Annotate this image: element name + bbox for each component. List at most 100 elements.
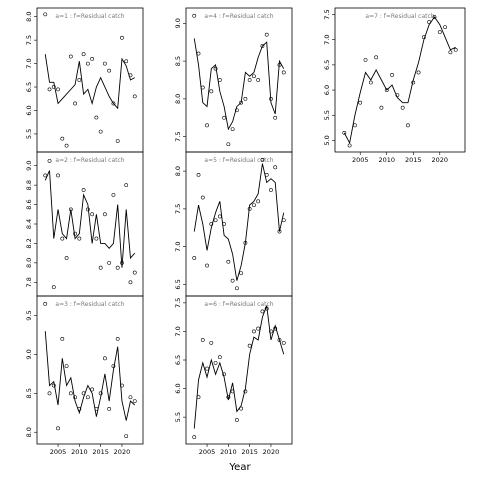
y-tick-label: 8.2 bbox=[25, 238, 33, 248]
observed-point bbox=[77, 406, 82, 411]
panel-title: a=7 : f=Residual catch bbox=[365, 13, 434, 20]
observed-point bbox=[247, 343, 252, 348]
y-tick-label: 7.8 bbox=[25, 277, 33, 287]
y-tick-label: 7.5 bbox=[174, 298, 182, 308]
observed-point bbox=[60, 136, 65, 141]
observed-point bbox=[60, 336, 65, 341]
x-tick-label: 2010 bbox=[220, 448, 237, 456]
observed-point bbox=[411, 80, 416, 85]
observed-point bbox=[73, 231, 77, 236]
observed-point bbox=[264, 172, 269, 177]
panel-frame bbox=[36, 7, 144, 153]
observed-point bbox=[421, 35, 426, 40]
observed-point bbox=[94, 406, 99, 411]
x-tick-label: 2015 bbox=[241, 448, 258, 456]
observed-point bbox=[51, 383, 56, 388]
observed-point bbox=[374, 55, 379, 60]
observed-point bbox=[342, 130, 347, 135]
panel-a6: a=6 : f=Residual catch 5.5 6.0 6.5 7.0 7.5 200… bbox=[174, 295, 293, 456]
observed-point bbox=[247, 78, 252, 82]
observed-point bbox=[115, 265, 120, 270]
panel-a7: a=7 : f=Residual catch 5.0 5.5 6.0 6.5 7.0 7.5… bbox=[323, 7, 466, 164]
y-tick-label: 6.0 bbox=[174, 383, 182, 393]
observed-point bbox=[68, 391, 73, 396]
observed-point bbox=[269, 96, 273, 101]
panel-a2: a=2 : f=Residual catch 7.8 8.0 8.2 8.4 8.6 8.8… bbox=[25, 151, 144, 297]
observed-point bbox=[281, 218, 286, 223]
observed-point bbox=[192, 256, 197, 260]
y-tick-label: 6.5 bbox=[25, 82, 33, 92]
y-tick-label: 8.0 bbox=[25, 12, 33, 22]
observed-point bbox=[103, 212, 107, 217]
observed-point bbox=[234, 108, 239, 113]
fitted-series-line bbox=[44, 170, 136, 268]
observed-point bbox=[209, 89, 214, 94]
observed-point bbox=[120, 260, 124, 265]
observed-point bbox=[98, 129, 103, 134]
y-tick-label: 6.5 bbox=[174, 279, 182, 289]
observed-point bbox=[230, 389, 235, 394]
observed-point bbox=[205, 366, 209, 371]
observed-point bbox=[81, 391, 86, 396]
observed-point bbox=[196, 172, 201, 177]
fitted-series-line bbox=[44, 331, 136, 421]
y-tick-label: 5.0 bbox=[323, 135, 331, 145]
x-tick-label: 2005 bbox=[50, 448, 67, 456]
observed-point bbox=[107, 68, 112, 73]
y-tick-label: 8.0 bbox=[25, 258, 33, 268]
observed-point bbox=[64, 364, 69, 369]
observed-point bbox=[192, 435, 197, 440]
x-tick-label: 2010 bbox=[378, 156, 395, 164]
panel-a5: a=5 : f=Residual catch 6.5 7.0 7.5 8.0 bbox=[174, 151, 293, 297]
observed-point bbox=[90, 387, 95, 392]
observed-point bbox=[264, 32, 269, 37]
observed-point bbox=[347, 143, 352, 148]
observed-point bbox=[416, 70, 421, 75]
observed-point bbox=[222, 372, 226, 377]
observed-point bbox=[443, 25, 447, 30]
observed-point bbox=[107, 260, 112, 265]
observed-point bbox=[226, 395, 231, 400]
observed-point bbox=[213, 360, 218, 365]
observed-point bbox=[200, 195, 205, 200]
observed-point bbox=[81, 52, 86, 57]
observed-point bbox=[81, 188, 86, 192]
observed-point bbox=[64, 143, 69, 148]
y-tick-label: 8.0 bbox=[174, 166, 182, 176]
y-tick-label: 6.0 bbox=[25, 105, 33, 115]
observed-point bbox=[64, 256, 69, 260]
observed-point bbox=[77, 236, 82, 241]
observed-point bbox=[47, 87, 52, 92]
y-tick-label: 7.0 bbox=[25, 58, 33, 68]
observed-point bbox=[358, 100, 363, 105]
y-tick-label: 7.5 bbox=[323, 9, 331, 19]
observed-point bbox=[260, 309, 265, 314]
y-tick-label: 5.5 bbox=[174, 412, 182, 422]
observed-point bbox=[264, 306, 269, 311]
y-tick-label: 5.5 bbox=[323, 110, 331, 120]
observed-point bbox=[277, 62, 282, 67]
observed-point bbox=[120, 383, 124, 388]
observed-point bbox=[448, 50, 453, 55]
observed-point bbox=[192, 13, 197, 18]
y-tick-label: 7.5 bbox=[174, 204, 182, 214]
observed-point bbox=[85, 395, 90, 400]
observed-point bbox=[73, 101, 77, 106]
observed-point bbox=[111, 101, 116, 106]
observed-point bbox=[269, 188, 273, 192]
y-tick-label: 9.0 bbox=[174, 18, 182, 28]
panel-frame bbox=[185, 7, 293, 153]
observed-point bbox=[124, 59, 129, 64]
y-tick-label: 6.0 bbox=[323, 85, 331, 95]
observed-point bbox=[98, 265, 103, 270]
observed-point bbox=[427, 20, 432, 24]
x-axis-title: Year bbox=[228, 462, 251, 473]
observed-point bbox=[453, 47, 458, 52]
observed-point bbox=[217, 78, 222, 82]
y-tick-label: 9.0 bbox=[25, 349, 33, 359]
observed-point bbox=[77, 78, 82, 82]
observed-point bbox=[200, 338, 205, 342]
observed-point bbox=[47, 158, 52, 163]
observed-point bbox=[47, 391, 52, 396]
